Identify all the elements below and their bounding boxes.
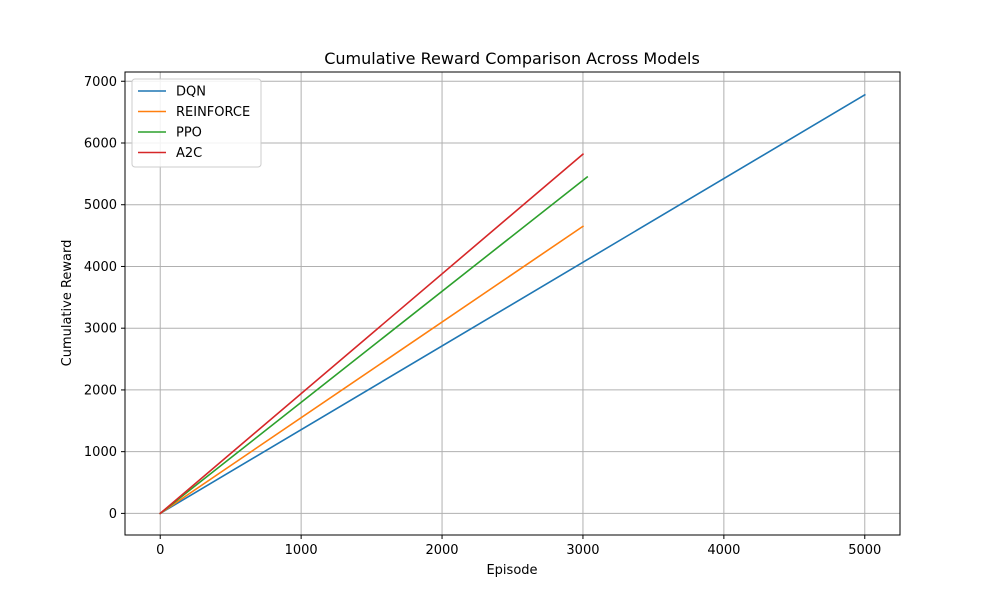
plot-frame [124,71,901,536]
series-lines [159,93,866,515]
x-tick-label: 3000 [566,543,599,558]
legend-box [131,78,262,168]
y-tick-label: 3000 [84,322,117,337]
y-tick-label: 5000 [84,198,117,213]
legend-label: REINFORCE [176,105,250,120]
legend: DQN REINFORCE PPO A2C [131,78,262,168]
grid [125,72,900,535]
x-tick-label: 4000 [707,543,740,558]
x-ticks: 0 1000 2000 3000 4000 5000 [156,535,881,558]
series-line-reinforce [159,225,585,515]
y-tick-label: 4000 [84,260,117,275]
legend-label: PPO [176,126,202,141]
y-tick-label: 7000 [84,75,117,90]
x-tick-label: 2000 [425,543,458,558]
x-tick-label: 0 [156,543,164,558]
y-tick-label: 2000 [84,383,117,398]
y-tick-label: 1000 [84,445,117,460]
y-axis-label: Cumulative Reward [60,240,75,367]
x-tick-label: 1000 [285,543,318,558]
legend-label: DQN [176,85,206,100]
y-ticks: 0 1000 2000 3000 4000 5000 6000 7000 [84,75,125,522]
y-tick-label: 0 [109,507,117,522]
legend-label: A2C [176,146,202,161]
y-tick-label: 6000 [84,136,117,151]
series-line-ppo [159,175,589,515]
x-tick-label: 5000 [848,543,881,558]
chart-title: Cumulative Reward Comparison Across Mode… [324,49,700,68]
x-axis-label: Episode [486,563,537,578]
series-line-dqn [159,93,866,515]
series-line-a2c [159,152,585,515]
